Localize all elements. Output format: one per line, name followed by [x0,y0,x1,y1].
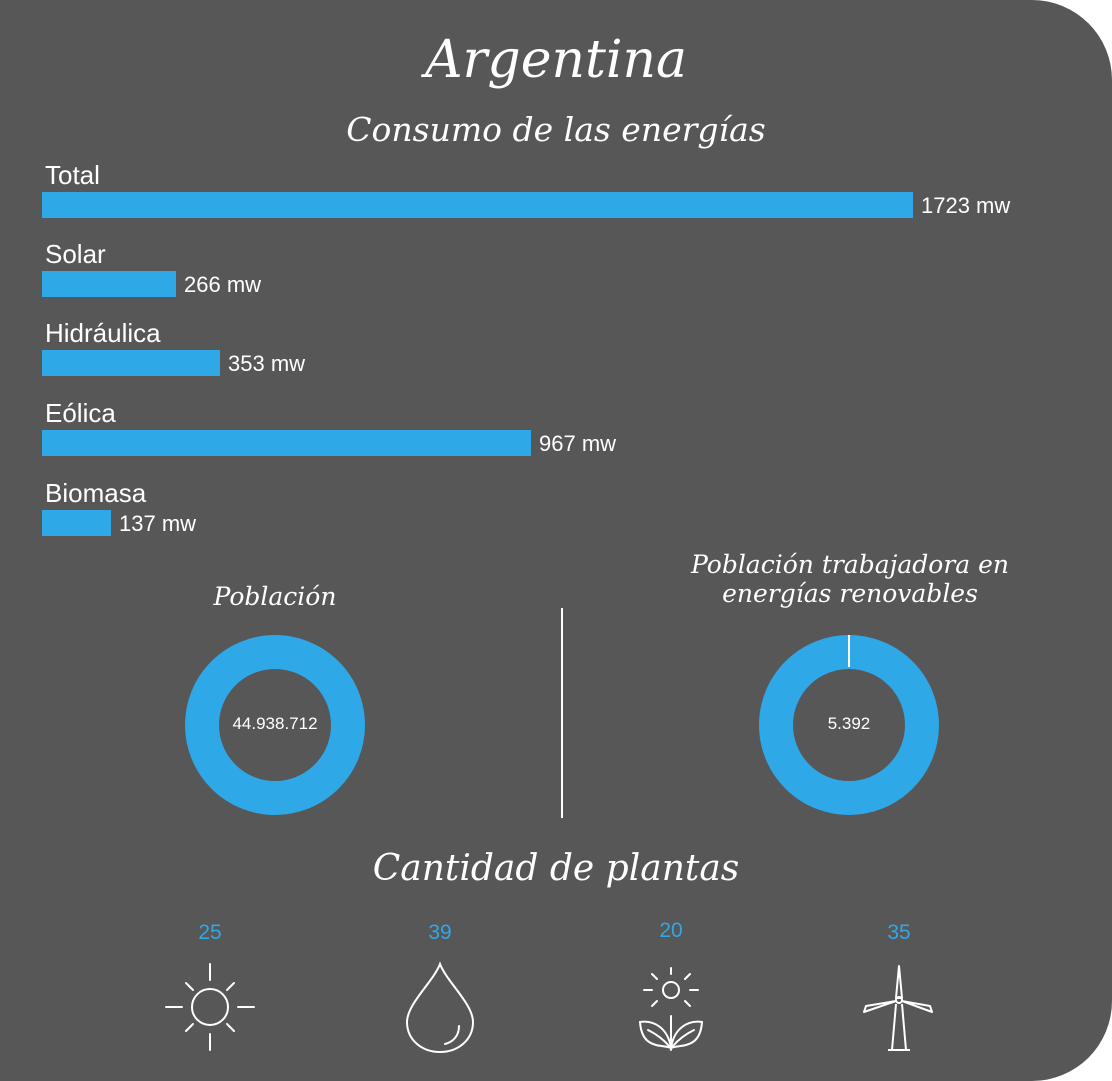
donut-title-line-2: energías renovables [722,579,978,608]
bar [42,350,220,376]
bar-category-label: Biomasa [45,478,147,508]
donut-title-line-1: Población trabajadora en [690,550,1010,579]
plant-count-biomass: 20 [659,919,683,942]
plant-count-solar: 25 [198,921,222,944]
donut-center-poblacion: 44.938.712 [232,714,318,733]
bar-category-label: Hidráulica [45,318,161,348]
plant-count-hydro: 39 [428,921,452,944]
bar [42,192,913,218]
bar-value-label: 967 mw [539,431,617,456]
donut-workers [759,635,939,815]
bar-category-label: Eólica [45,398,116,428]
bar [42,430,531,456]
donut-poblacion [185,635,365,815]
wind-turbine-icon [863,965,933,1051]
water-drop-icon [405,961,475,1054]
donut-title-workers: Población trabajadora en energías renova… [650,550,1050,608]
bar-value-label: 137 mw [119,511,197,536]
donut-ring-poblacion [185,635,365,815]
donut-center-workers: 5.392 [827,714,871,733]
bar [42,271,176,297]
plant-count-wind: 35 [887,921,911,944]
bar [42,510,111,536]
section-divider [561,608,563,818]
plant-sun-icon [638,967,704,1051]
bar-value-label: 353 mw [228,351,306,376]
page-title: Argentina [425,30,687,90]
donut-title-poblacion: Población [213,582,337,611]
bar-category-label: Solar [45,239,106,269]
chart-subtitle: Consumo de las energías [346,110,766,149]
plants-title: Cantidad de plantas [372,848,740,889]
bar-category-label: Total [45,160,100,190]
bar-value-label: 266 mw [184,272,262,297]
bar-value-label: 1723 mw [921,193,1011,218]
sun-icon [165,963,255,1051]
